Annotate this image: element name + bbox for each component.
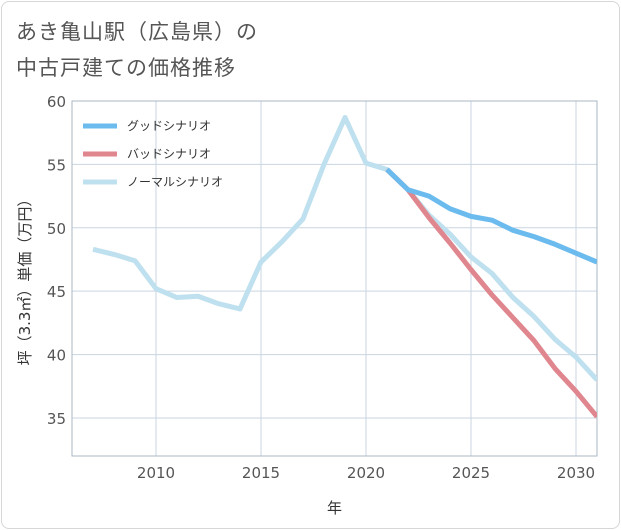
x-tick-label: 2030	[557, 464, 595, 482]
x-tick-label: 2020	[347, 464, 385, 482]
title-line-1: あき亀山駅（広島県）の	[16, 20, 258, 44]
x-tick-label: 2010	[137, 464, 175, 482]
series-line-1	[385, 167, 597, 419]
title-line-2: 中古戸建ての価格推移	[16, 56, 236, 80]
y-tick-label: 50	[47, 220, 66, 238]
legend-label-0: グッドシナリオ	[127, 119, 211, 133]
x-tick-label: 2015	[242, 464, 280, 482]
y-tick-label: 45	[47, 283, 66, 301]
y-axis-label: 坪（3.3㎡）単価（万円）	[16, 192, 34, 366]
y-tick-label: 35	[47, 410, 66, 428]
legend-label-1: バッドシナリオ	[127, 147, 211, 161]
series-line-0	[385, 167, 597, 265]
plot-area	[72, 101, 597, 456]
x-tick-label: 2025	[452, 464, 490, 482]
y-tick-label: 60	[47, 93, 66, 111]
y-tick-label: 40	[47, 347, 66, 365]
series-line-2	[92, 114, 597, 382]
legend-label-2: ノーマルシナリオ	[127, 175, 223, 189]
plot-border	[71, 100, 598, 457]
x-axis-label: 年	[327, 499, 342, 517]
chart-title: あき亀山駅（広島県）の 中古戸建ての価格推移	[16, 14, 258, 86]
y-tick-label: 55	[47, 156, 66, 174]
